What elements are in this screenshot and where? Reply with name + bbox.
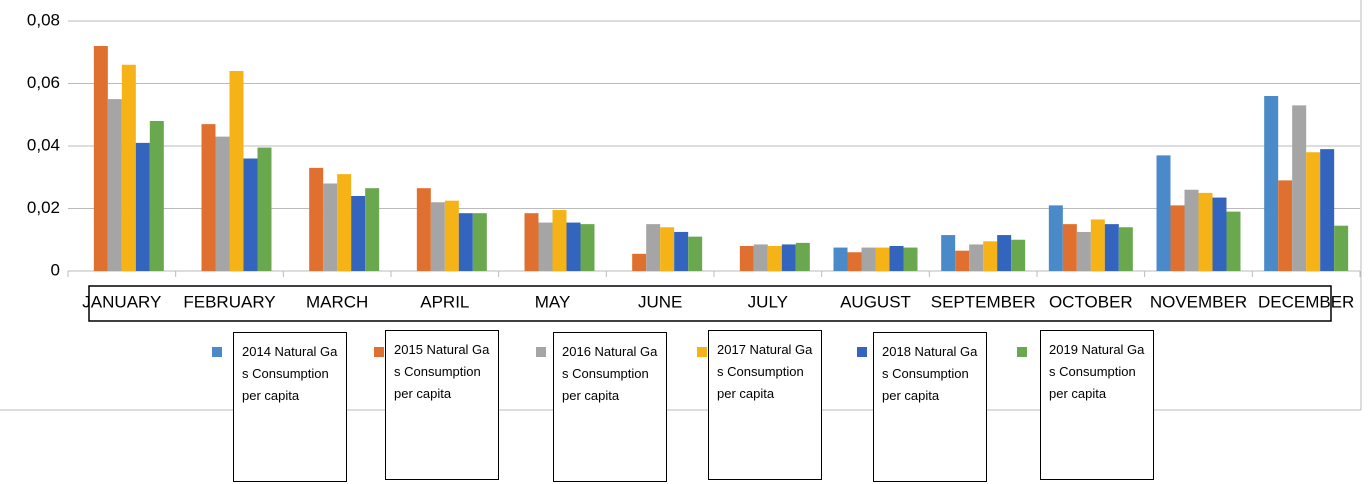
bar xyxy=(739,246,754,271)
legend-label: 2017 Natural Gas Consumption per capita xyxy=(708,330,822,480)
bar xyxy=(1076,231,1091,271)
bar xyxy=(1264,96,1279,271)
bar xyxy=(201,124,216,271)
bar xyxy=(833,247,848,271)
bar xyxy=(1090,219,1105,271)
legend-label: 2016 Natural Gas Consumption per capita xyxy=(553,332,667,482)
bar xyxy=(753,244,768,271)
y-tick-label: 0 xyxy=(51,260,60,279)
y-tick-label: 0,08 xyxy=(27,10,60,29)
bar xyxy=(1118,227,1133,271)
bar xyxy=(365,188,380,271)
bar xyxy=(660,227,675,271)
bar xyxy=(309,167,324,271)
bar xyxy=(107,99,122,271)
x-tick-label: JANUARY xyxy=(82,292,161,311)
x-tick-label: AUGUST xyxy=(840,292,911,311)
bar xyxy=(243,158,258,271)
bar xyxy=(444,200,459,271)
bar xyxy=(1306,152,1321,271)
y-tick-label: 0,04 xyxy=(27,135,60,154)
bar xyxy=(889,246,904,271)
bar xyxy=(1292,105,1307,271)
bar xyxy=(795,242,810,271)
x-tick-label: APRIL xyxy=(420,292,469,311)
y-tick-label: 0,02 xyxy=(27,198,60,217)
bar xyxy=(538,222,553,271)
bar xyxy=(472,213,487,271)
bar xyxy=(632,253,647,271)
bar xyxy=(351,196,366,271)
category-box xyxy=(88,285,1332,322)
y-tick-label: 0,06 xyxy=(27,73,60,92)
bar xyxy=(1334,225,1349,271)
bar xyxy=(1170,205,1185,271)
legend-swatch xyxy=(536,347,546,357)
bar xyxy=(983,241,998,271)
bar xyxy=(1320,149,1335,271)
bar xyxy=(1048,205,1063,271)
legend-label: 2018 Natural Gas Consumption per capita xyxy=(873,332,987,482)
x-tick-label: SEPTEMBER xyxy=(931,292,1036,311)
legend-swatch xyxy=(374,347,384,357)
bar xyxy=(215,136,230,271)
bar xyxy=(903,247,918,271)
bar xyxy=(121,64,136,271)
bar xyxy=(229,71,244,271)
bar xyxy=(674,231,689,271)
bar xyxy=(1212,197,1227,271)
bar xyxy=(1184,189,1199,271)
bar xyxy=(337,174,352,271)
bar xyxy=(767,246,782,271)
legend-label: 2019 Natural Gas Consumption per capita xyxy=(1040,330,1154,480)
bar xyxy=(1156,155,1171,271)
bar xyxy=(93,46,108,271)
bar xyxy=(847,252,862,271)
bar xyxy=(580,224,595,271)
bar xyxy=(955,250,970,271)
legend-swatch xyxy=(697,347,707,357)
x-tick-label: MAY xyxy=(535,292,571,311)
bar xyxy=(458,213,473,271)
bar xyxy=(969,244,984,271)
bar xyxy=(552,210,567,271)
legend-label: 2015 Natural Gas Consumption per capita xyxy=(385,330,499,480)
bar xyxy=(997,235,1012,271)
bar xyxy=(941,235,956,271)
bar xyxy=(430,202,445,271)
bar xyxy=(149,121,164,271)
x-tick-label: JULY xyxy=(748,292,788,311)
bar xyxy=(875,247,890,271)
legend-swatch xyxy=(857,347,867,357)
bar xyxy=(323,183,338,271)
bar xyxy=(257,147,272,271)
x-tick-label: NOVEMBER xyxy=(1150,292,1247,311)
bar xyxy=(1011,239,1026,271)
bar xyxy=(688,236,703,271)
bar xyxy=(1278,180,1293,271)
bar xyxy=(1226,211,1241,271)
bar xyxy=(646,224,661,271)
bar xyxy=(135,142,150,271)
bar xyxy=(1062,224,1077,271)
x-tick-label: MARCH xyxy=(306,292,368,311)
x-tick-label: FEBRUARY xyxy=(183,292,275,311)
legend-swatch xyxy=(1017,347,1027,357)
bar xyxy=(781,244,796,271)
legend-swatch xyxy=(212,347,222,357)
x-tick-label: DECEMBER xyxy=(1258,292,1354,311)
bar xyxy=(566,222,581,271)
bar xyxy=(1198,192,1213,271)
x-tick-label: OCTOBER xyxy=(1049,292,1133,311)
bar xyxy=(416,188,431,271)
x-tick-label: JUNE xyxy=(638,292,682,311)
legend-label: 2014 Natural Gas Consumption per capita xyxy=(233,332,347,482)
bar xyxy=(1104,224,1119,271)
bar xyxy=(524,213,539,271)
bar xyxy=(861,247,876,271)
